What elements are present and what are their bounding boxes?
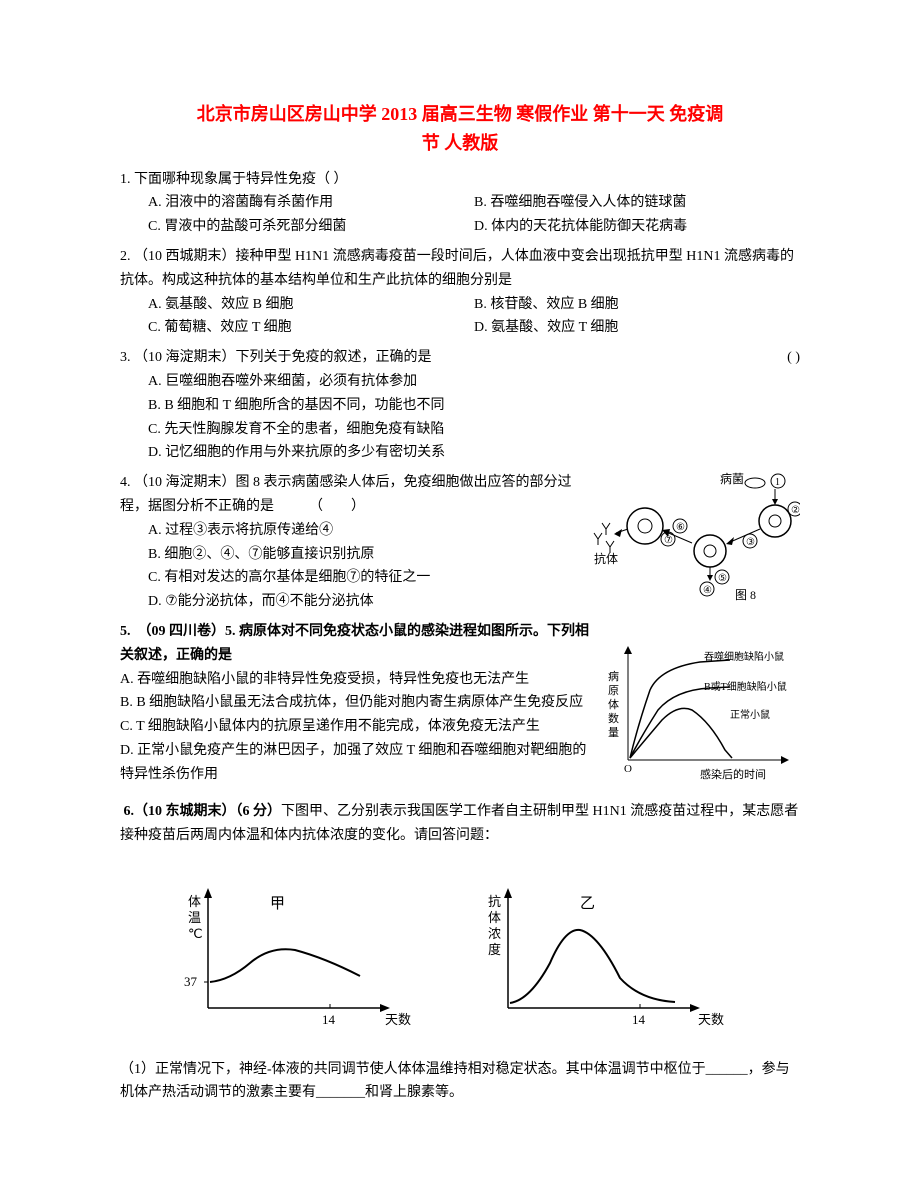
- svg-text:感染后的时间: 感染后的时间: [700, 767, 766, 781]
- q2-opt-a: A. 氨基酸、效应 B 细胞: [148, 293, 474, 317]
- q1-opt-a: A. 泪液中的溶菌酶有杀菌作用: [148, 191, 474, 215]
- q5-chart: O 病 原 体 数 量 感染后的时间 吞噬细胞缺陷小鼠 B或T细胞缺陷小鼠 正常…: [600, 640, 800, 790]
- chart-yi-xtick: 14: [632, 1012, 646, 1027]
- title-line2: 节 人教版: [120, 129, 800, 158]
- q4-fig-kangti: 抗体: [594, 551, 618, 566]
- question-4: 病菌 1 ② ③ ⑦: [120, 471, 800, 614]
- svg-text:⑤: ⑤: [718, 573, 727, 584]
- svg-text:浓: 浓: [488, 926, 501, 941]
- q3-opt-c: C. 先天性胸腺发育不全的患者，细胞免疫有缺陷: [148, 418, 800, 442]
- q5-stem: 5. （09 四川卷）5. 病原体对不同免疫状态小鼠的感染进程如图所示。下列相关…: [120, 624, 589, 663]
- question-6: 6.（10 东城期末）（6 分）下图甲、乙分别表示我国医学工作者自主研制甲型 H…: [120, 800, 800, 1105]
- svg-text:④: ④: [703, 585, 712, 596]
- svg-text:抗: 抗: [488, 894, 501, 909]
- q1-opt-d: D. 体内的天花抗体能防御天花病毒: [474, 215, 800, 239]
- q4-fig-bingjun: 病菌: [720, 471, 744, 486]
- chart-jia-ytick: 37: [184, 974, 198, 989]
- svg-text:度: 度: [488, 942, 501, 957]
- q2-opt-c: C. 葡萄糖、效应 T 细胞: [148, 316, 474, 340]
- q2-opt-d: D. 氨基酸、效应 T 细胞: [474, 316, 800, 340]
- svg-text:正常小鼠: 正常小鼠: [730, 708, 770, 721]
- q3-paren: ( ): [787, 346, 800, 370]
- q4-fig-caption: 图 8: [735, 588, 756, 601]
- question-1: 1. 下面哪种现象属于特异性免疫（ ） A. 泪液中的溶菌酶有杀菌作用 B. 吞…: [120, 168, 800, 239]
- svg-text:1: 1: [775, 477, 780, 488]
- svg-text:B或T细胞缺陷小鼠: B或T细胞缺陷小鼠: [704, 680, 787, 693]
- q4-figure: 病菌 1 ② ③ ⑦: [590, 471, 800, 601]
- svg-text:吞噬细胞缺陷小鼠: 吞噬细胞缺陷小鼠: [704, 650, 784, 663]
- q1-opt-c: C. 胃液中的盐酸可杀死部分细菌: [148, 215, 474, 239]
- svg-text:数: 数: [608, 712, 619, 725]
- q3-opt-b: B. B 细胞和 T 细胞所含的基因不同，功能也不同: [148, 394, 800, 418]
- q2-opt-b: B. 核苷酸、效应 B 细胞: [474, 293, 800, 317]
- q1-opt-b: B. 吞噬细胞吞噬侵入人体的链球菌: [474, 191, 800, 215]
- svg-text:℃: ℃: [188, 926, 203, 941]
- svg-text:温: 温: [188, 910, 201, 925]
- q3-opt-a: A. 巨噬细胞吞噬外来细菌，必须有抗体参加: [148, 370, 800, 394]
- chart-yi-title: 乙: [580, 896, 595, 912]
- question-2: 2. （10 西城期末）接种甲型 H1N1 流感病毒疫苗一段时间后，人体血液中变…: [120, 245, 800, 340]
- svg-text:体: 体: [488, 910, 501, 925]
- svg-text:量: 量: [608, 726, 619, 739]
- svg-text:体: 体: [608, 697, 619, 711]
- chart-yi: 抗 体 浓 度 乙 14 天数: [460, 878, 740, 1038]
- chart-jia-xlabel: 天数: [385, 1012, 411, 1027]
- q6-charts: 体 温 ℃ 37 甲 14 天数 抗 体 浓 度 乙 14 天数: [160, 878, 800, 1038]
- svg-text:②: ②: [791, 505, 800, 516]
- question-3: 3. （10 海淀期末）下列关于免疫的叙述，正确的是 ( ) A. 巨噬细胞吞噬…: [120, 346, 800, 465]
- chart-yi-xlabel: 天数: [698, 1012, 724, 1027]
- question-5: O 病 原 体 数 量 感染后的时间 吞噬细胞缺陷小鼠 B或T细胞缺陷小鼠 正常…: [120, 620, 800, 790]
- q3-opt-d: D. 记忆细胞的作用与外来抗原的多少有密切关系: [148, 441, 800, 465]
- q6-prefix: 6.（10 东城期末）（6 分）: [124, 804, 282, 819]
- chart-jia: 体 温 ℃ 37 甲 14 天数: [160, 878, 420, 1038]
- svg-text:⑥: ⑥: [676, 522, 685, 533]
- svg-text:O: O: [624, 763, 632, 775]
- chart-jia-xtick: 14: [322, 1012, 336, 1027]
- svg-text:③: ③: [746, 537, 755, 548]
- title-line1: 北京市房山区房山中学 2013 届高三生物 寒假作业 第十一天 免疫调: [120, 100, 800, 129]
- svg-text:原: 原: [608, 685, 619, 697]
- svg-text:⑦: ⑦: [664, 535, 673, 546]
- q2-stem: 2. （10 西城期末）接种甲型 H1N1 流感病毒疫苗一段时间后，人体血液中变…: [120, 245, 800, 293]
- svg-text:病: 病: [608, 669, 619, 683]
- chart-jia-title: 甲: [270, 896, 285, 912]
- svg-text:体: 体: [188, 894, 201, 909]
- q3-stem: 3. （10 海淀期末）下列关于免疫的叙述，正确的是: [120, 350, 432, 365]
- q1-stem: 1. 下面哪种现象属于特异性免疫（ ）: [120, 168, 800, 192]
- q6-sub1: （1）正常情况下，神经-体液的共同调节使人体体温维持相对稳定状态。其中体温调节中…: [120, 1058, 800, 1106]
